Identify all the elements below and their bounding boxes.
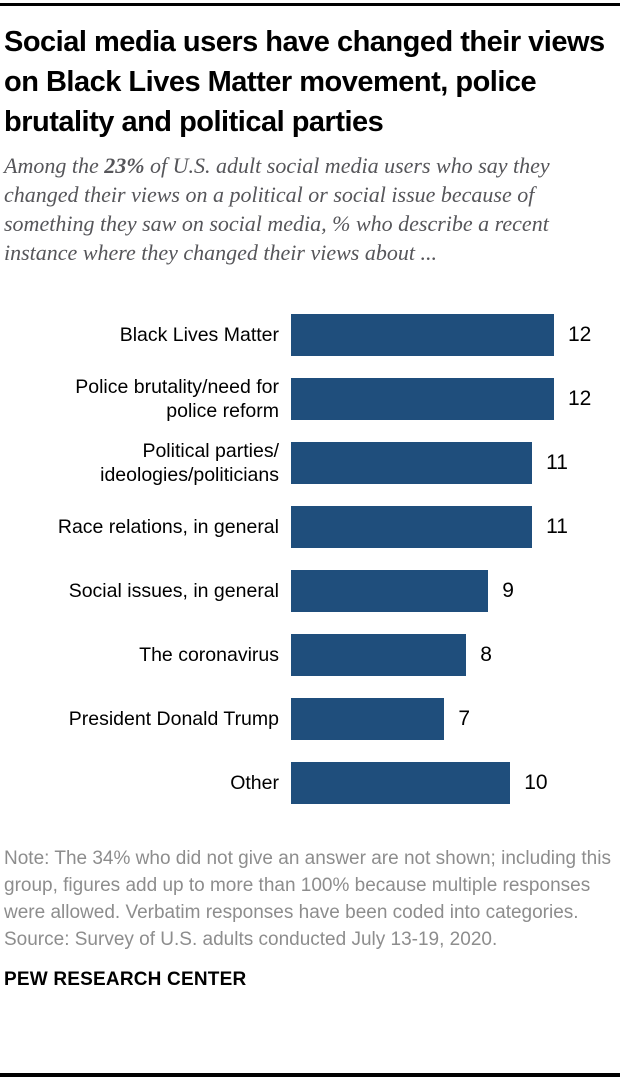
chart-row: Black Lives Matter 12: [4, 303, 616, 367]
chart-row: Social issues, in general 9: [4, 559, 616, 623]
bar-category-label: Other: [230, 772, 279, 794]
chart-row: Race relations, in general 11: [4, 495, 616, 559]
bottom-rule: [0, 1073, 620, 1077]
page-title: Social media users have changed their vi…: [4, 26, 605, 138]
bar: [291, 314, 554, 356]
chart-row: Political parties/ ideologies/politician…: [4, 431, 616, 495]
chart-source: Source: Survey of U.S. adults conducted …: [4, 929, 498, 950]
chart-row: President Donald Trump 7: [4, 687, 616, 751]
chart-row: Police brutality/need for police reform 1…: [4, 367, 616, 431]
bar: [291, 762, 511, 804]
bar-value-label: 12: [568, 323, 592, 346]
bar-value-label: 9: [502, 579, 514, 602]
bar-value-label: 10: [524, 771, 548, 794]
bar-category-label: The coronavirus: [139, 644, 279, 666]
bar-category-label: President Donald Trump: [68, 708, 279, 730]
bar-category-label: Black Lives Matter: [119, 324, 279, 346]
bar-category-label: Race relations, in general: [57, 516, 279, 538]
bar: [291, 570, 489, 612]
horizontal-bar-chart: Black Lives Matter 12 Police brutality/nee…: [4, 303, 616, 815]
bar: [291, 634, 467, 676]
chart-row: Other 10: [4, 751, 616, 815]
chart-note: Note: The 34% who did not give an answer…: [4, 848, 611, 923]
bar: [291, 378, 554, 420]
bar-value-label: 12: [568, 387, 592, 410]
bar-value-label: 8: [480, 643, 492, 666]
top-rule: [0, 3, 620, 6]
bar: [291, 698, 445, 740]
bar: [291, 442, 533, 484]
bar-value-label: 11: [546, 515, 568, 538]
chart-row: The coronavirus 8: [4, 623, 616, 687]
bar-value-label: 7: [458, 707, 471, 730]
subtitle-text-lead: Among the: [4, 153, 105, 178]
subtitle-highlight-23pct: 23%: [104, 153, 145, 178]
chart-subtitle: Among the 23% of U.S. adult social media…: [4, 151, 610, 267]
bar-value-label: 11: [546, 451, 568, 474]
bar-category-label: Political parties/ ideologies/politician…: [100, 440, 279, 486]
bar-category-label: Social issues, in general: [68, 580, 279, 602]
bar-category-label: Police brutality/need for police reform: [75, 376, 279, 422]
subtitle-text-rest: of U.S. adult social media users who say…: [4, 153, 550, 265]
brand-pew-research-center: PEW RESEARCH CENTER: [4, 969, 247, 990]
bar: [291, 506, 533, 548]
